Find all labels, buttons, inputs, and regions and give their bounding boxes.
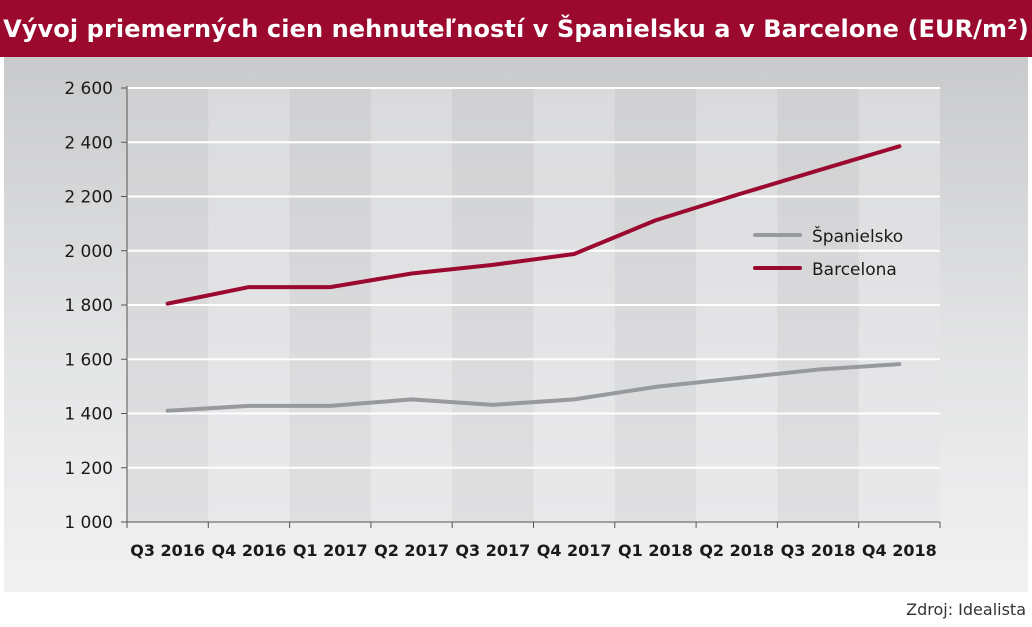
y-tick-label: 1 200 <box>64 459 113 479</box>
x-tick-label: Q4 2016 <box>212 541 287 560</box>
y-tick-label: 1 600 <box>64 350 113 370</box>
series-lines <box>165 144 902 413</box>
source-note: Zdroj: Idealista <box>906 600 1026 619</box>
x-tick-label: Q3 2017 <box>455 541 530 560</box>
x-tick-label: Q4 2017 <box>537 541 612 560</box>
x-tick-label: Q3 2018 <box>781 541 856 560</box>
series-line-spanielsko <box>165 362 902 413</box>
chart-title: Vývoj priemerných cien nehnuteľností v Š… <box>3 14 1029 43</box>
legend-label: Španielsko <box>812 225 903 247</box>
axes <box>121 86 941 528</box>
legend-label: Barcelona <box>812 260 897 280</box>
y-tick-labels: 1 000 1 200 1 400 1 600 1 800 2 000 2 200 2 400… <box>64 79 113 533</box>
grid-lines <box>127 87 940 469</box>
y-tick-label: 1 000 <box>64 513 113 533</box>
legend: Španielsko Barcelona <box>753 225 903 280</box>
x-tick-label: Q1 2017 <box>293 541 368 560</box>
y-tick-label: 1 800 <box>64 296 113 316</box>
y-tick-label: 2 000 <box>64 242 113 262</box>
y-tick-label: 2 400 <box>64 133 113 153</box>
x-tick-labels: Q3 2016 Q4 2016 Q1 2017 Q2 2017 Q3 2017 Q4 20… <box>130 541 937 560</box>
y-tick-label: 2 600 <box>64 79 113 99</box>
y-tick-label: 2 200 <box>64 188 113 208</box>
x-tick-label: Q2 2018 <box>699 541 774 560</box>
y-tick-label: 1 400 <box>64 405 113 425</box>
x-tick-label: Q3 2016 <box>130 541 205 560</box>
x-tick-label: Q2 2017 <box>374 541 449 560</box>
title-bar: Vývoj priemerných cien nehnuteľností v Š… <box>0 0 1032 57</box>
x-tick-label: Q4 2018 <box>862 541 937 560</box>
x-tick-label: Q1 2018 <box>618 541 693 560</box>
series-line-barcelona <box>165 144 902 306</box>
